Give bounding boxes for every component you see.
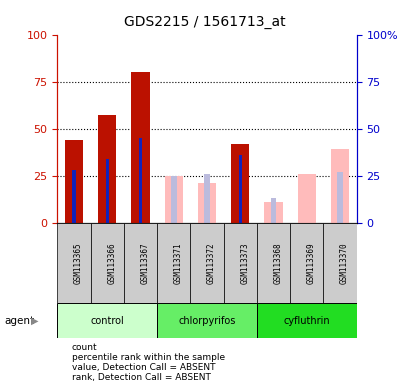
Bar	[98, 116, 116, 223]
Text: control: control	[90, 316, 124, 326]
Bar	[157, 303, 256, 338]
Bar	[290, 223, 323, 303]
Bar	[72, 170, 76, 223]
Bar	[124, 223, 157, 303]
Text: GSM113372: GSM113372	[207, 242, 216, 284]
Text: value, Detection Call = ABSENT: value, Detection Call = ABSENT	[72, 363, 215, 372]
Bar	[231, 144, 249, 223]
Text: count: count	[72, 343, 97, 352]
Bar	[57, 223, 90, 303]
Text: GSM113368: GSM113368	[273, 242, 282, 284]
Text: ▶: ▶	[31, 316, 38, 326]
Bar	[256, 303, 356, 338]
Text: percentile rank within the sample: percentile rank within the sample	[72, 353, 224, 362]
Bar	[198, 183, 216, 223]
Bar	[204, 174, 209, 223]
Text: GSM113370: GSM113370	[339, 242, 348, 284]
Bar	[157, 223, 190, 303]
Bar	[131, 72, 149, 223]
Bar	[297, 174, 315, 223]
Bar	[238, 155, 241, 223]
Bar	[190, 223, 223, 303]
Bar	[223, 223, 256, 303]
Bar	[323, 223, 356, 303]
Bar	[256, 223, 290, 303]
Text: GSM113365: GSM113365	[74, 242, 83, 284]
Text: GDS2215 / 1561713_at: GDS2215 / 1561713_at	[124, 15, 285, 29]
Bar	[270, 198, 276, 223]
Text: GSM113373: GSM113373	[240, 242, 249, 284]
Bar	[164, 176, 182, 223]
Bar	[90, 223, 124, 303]
Text: chlorpyrifos: chlorpyrifos	[178, 316, 235, 326]
Bar	[106, 159, 109, 223]
Text: GSM113367: GSM113367	[140, 242, 149, 284]
Bar	[57, 303, 157, 338]
Text: agent: agent	[4, 316, 34, 326]
Bar	[330, 149, 348, 223]
Bar	[65, 140, 83, 223]
Bar	[337, 172, 342, 223]
Bar	[171, 176, 176, 223]
Bar	[139, 138, 142, 223]
Text: GSM113366: GSM113366	[107, 242, 116, 284]
Text: cyfluthrin: cyfluthrin	[283, 316, 329, 326]
Text: GSM113371: GSM113371	[173, 242, 182, 284]
Text: rank, Detection Call = ABSENT: rank, Detection Call = ABSENT	[72, 373, 210, 382]
Bar	[264, 202, 282, 223]
Text: GSM113369: GSM113369	[306, 242, 315, 284]
